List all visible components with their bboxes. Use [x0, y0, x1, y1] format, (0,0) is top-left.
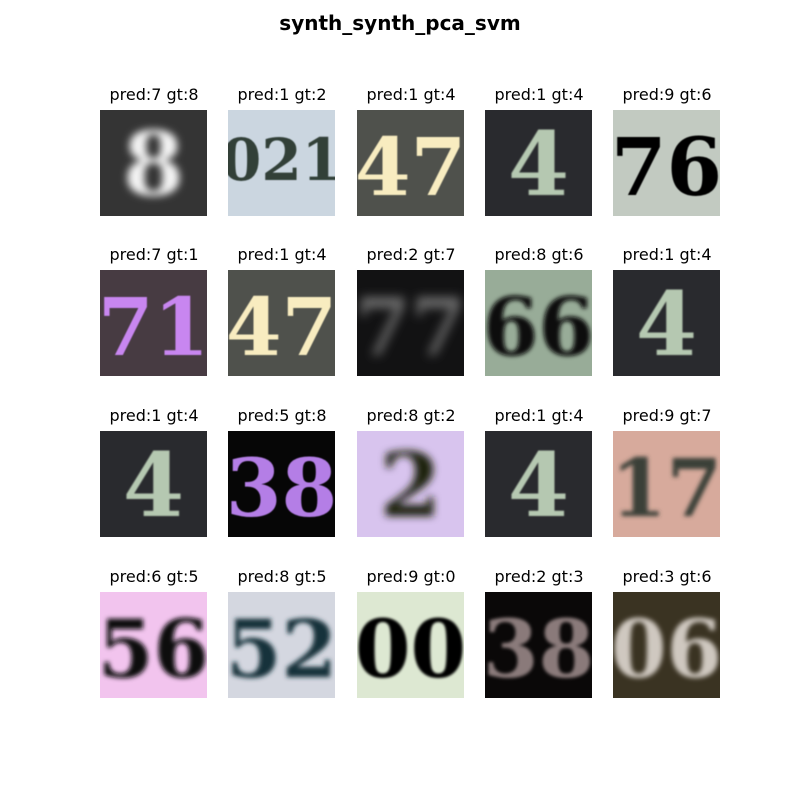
image-background — [485, 110, 592, 216]
sample-label: pred:1 gt:2 — [237, 85, 327, 104]
digit-image: 4 — [613, 270, 720, 376]
sample-label: pred:7 gt:1 — [109, 245, 199, 264]
digit-image: 71 — [100, 270, 207, 376]
image-background — [613, 110, 720, 216]
figure-title: synth_synth_pca_svm — [279, 11, 521, 35]
digit-image: 021 — [228, 110, 335, 216]
digit-glyph: 71 — [100, 280, 207, 374]
digit-glyph: 4 — [636, 272, 697, 376]
sample-label: pred:9 gt:0 — [366, 567, 456, 586]
digit-image: 8 — [100, 110, 207, 216]
sample-label: pred:8 gt:2 — [366, 406, 456, 425]
sample-label: pred:8 gt:6 — [494, 245, 584, 264]
digit-glyph: 56 — [100, 602, 207, 696]
digit-glyph: 021 — [228, 126, 335, 194]
sample-label: pred:1 gt:4 — [494, 406, 584, 425]
digit-glyph: 06 — [613, 602, 720, 696]
digit-image: 38 — [485, 592, 592, 698]
image-background — [100, 592, 207, 698]
sample-label: pred:6 gt:5 — [109, 567, 199, 586]
image-background — [613, 592, 720, 698]
digit-image: 56 — [100, 592, 207, 698]
digit-glyph: 52 — [228, 602, 335, 696]
digit-image: 76 — [613, 110, 720, 216]
digit-image: 77 — [357, 270, 464, 376]
image-background — [357, 270, 464, 376]
sample-label: pred:1 gt:4 — [109, 406, 199, 425]
digit-image: 47 — [357, 110, 464, 216]
digit-image: 00 — [357, 592, 464, 698]
digit-image: 38 — [228, 431, 335, 537]
digit-glyph: 38 — [485, 602, 592, 696]
image-background — [357, 110, 464, 216]
sample-label: pred:9 gt:6 — [622, 85, 712, 104]
sample-label: pred:1 gt:4 — [366, 85, 456, 104]
digit-glyph: 47 — [357, 120, 464, 214]
image-background — [228, 270, 335, 376]
digit-glyph: 76 — [613, 120, 720, 214]
digit-image: 4 — [485, 431, 592, 537]
sample-label: pred:1 gt:4 — [622, 245, 712, 264]
digit-glyph: 77 — [357, 280, 464, 374]
sample-label: pred:2 gt:7 — [366, 245, 456, 264]
sample-label: pred:2 gt:3 — [494, 567, 584, 586]
digit-image: 66 — [485, 270, 592, 376]
sample-label: pred:8 gt:5 — [237, 567, 327, 586]
digit-glyph: 00 — [357, 602, 464, 696]
digit-glyph: 4 — [508, 433, 569, 537]
image-background — [485, 270, 592, 376]
image-background — [485, 592, 592, 698]
digit-image: 2 — [357, 431, 464, 537]
digit-image: 4 — [100, 431, 207, 537]
digit-image: 52 — [228, 592, 335, 698]
digit-image: 4 — [485, 110, 592, 216]
image-background — [228, 592, 335, 698]
sample-label: pred:5 gt:8 — [237, 406, 327, 425]
digit-image: 47 — [228, 270, 335, 376]
sample-label: pred:3 gt:6 — [622, 567, 712, 586]
digit-glyph: 17 — [613, 441, 720, 535]
digit-glyph: 8 — [123, 112, 184, 216]
digit-glyph: 2 — [380, 433, 441, 537]
sample-label: pred:7 gt:8 — [109, 85, 199, 104]
digit-glyph: 4 — [508, 112, 569, 216]
image-background — [228, 431, 335, 537]
sample-label: pred:1 gt:4 — [494, 85, 584, 104]
digit-glyph: 38 — [228, 441, 335, 535]
image-background — [357, 592, 464, 698]
image-background — [613, 270, 720, 376]
sample-label: pred:1 gt:4 — [237, 245, 327, 264]
digit-image: 06 — [613, 592, 720, 698]
image-background — [485, 431, 592, 537]
image-background — [100, 270, 207, 376]
image-background — [613, 431, 720, 537]
digit-glyph: 4 — [123, 433, 184, 537]
image-background — [100, 431, 207, 537]
digit-glyph: 47 — [228, 280, 335, 374]
digit-image: 17 — [613, 431, 720, 537]
image-background — [100, 110, 207, 216]
sample-label: pred:9 gt:7 — [622, 406, 712, 425]
image-background — [357, 431, 464, 537]
digit-glyph: 66 — [485, 280, 592, 374]
image-background — [228, 110, 335, 216]
